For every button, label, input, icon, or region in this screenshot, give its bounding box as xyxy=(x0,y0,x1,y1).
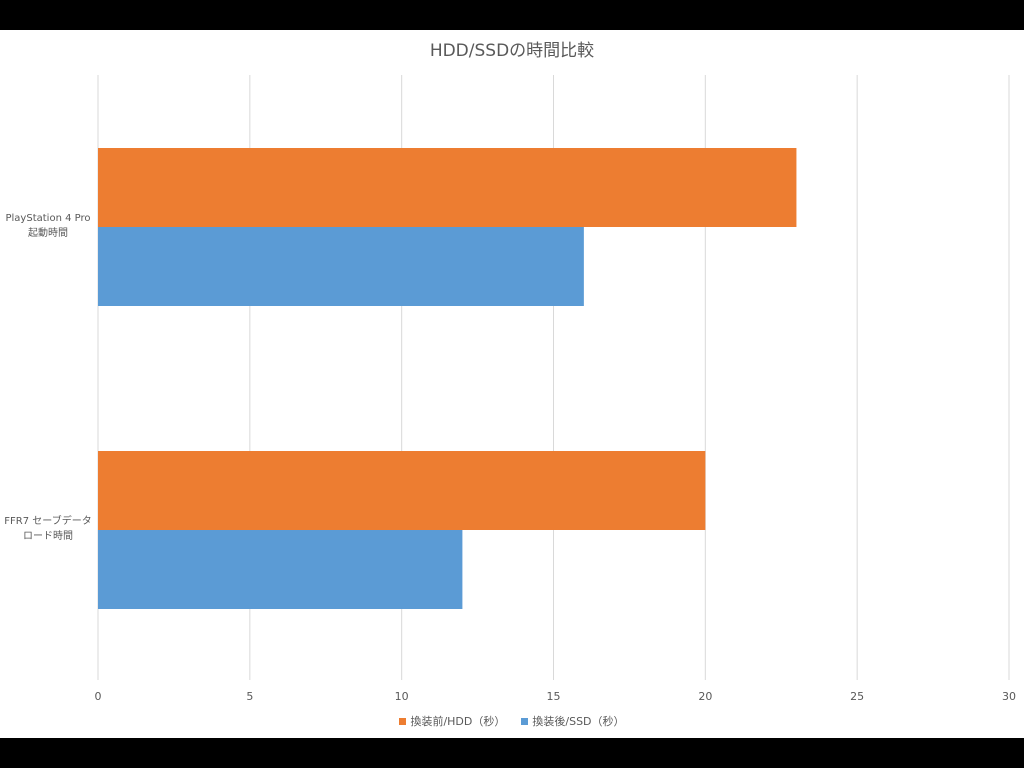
category-label: FFR7 セーブデータ xyxy=(4,514,91,527)
legend-swatch xyxy=(399,717,407,725)
legend-item: 換装前/HDD（秒） xyxy=(399,713,505,729)
category-label: ロード時間 xyxy=(23,530,73,542)
x-tick-label: 5 xyxy=(246,690,253,703)
chart-title: HDD/SSDの時間比較 xyxy=(429,41,595,61)
letterbox-top xyxy=(0,0,1024,30)
x-tick-label: 10 xyxy=(395,690,409,703)
x-tick-label: 25 xyxy=(850,690,864,703)
x-tick-label: 30 xyxy=(1002,690,1016,703)
category-label: 起動時間 xyxy=(28,226,68,239)
bar xyxy=(98,148,797,227)
category-label: PlayStation 4 Pro xyxy=(6,213,91,224)
x-tick-label: 15 xyxy=(547,690,561,703)
bar xyxy=(98,530,463,609)
x-tick-label: 20 xyxy=(698,690,712,703)
bar xyxy=(98,227,584,306)
chart-legend: 換装前/HDD（秒） 換装後/SSD（秒） xyxy=(0,713,1024,729)
bar xyxy=(98,451,706,530)
x-tick-label: 0 xyxy=(95,690,102,703)
letterbox-bottom xyxy=(0,738,1024,768)
legend-item: 換装後/SSD（秒） xyxy=(521,713,625,729)
legend-label: 換装前/HDD（秒） xyxy=(410,715,506,728)
legend-label: 換装後/SSD（秒） xyxy=(532,715,625,728)
legend-swatch xyxy=(521,717,529,725)
